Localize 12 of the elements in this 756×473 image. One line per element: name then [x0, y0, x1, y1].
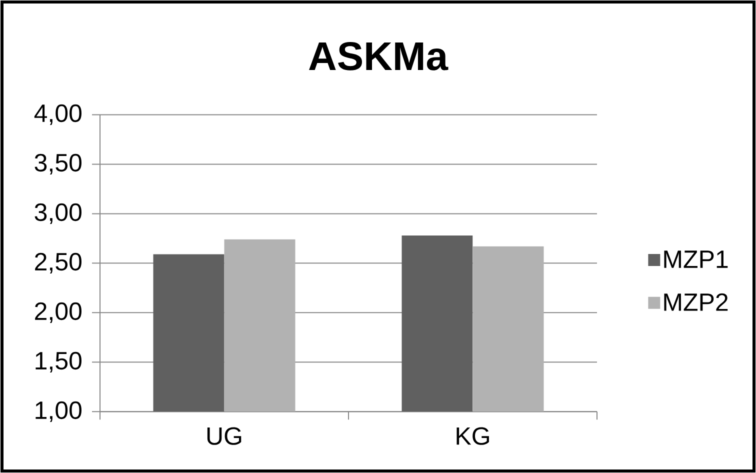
y-tick-label: 2,00: [35, 302, 82, 324]
x-tick-label: KG: [456, 427, 489, 445]
y-tick-label: 3,00: [34, 203, 82, 224]
y-tick-label: 4,00: [34, 104, 82, 126]
y-tick-label: 2,50: [35, 252, 82, 274]
legend-label: MZP2: [664, 293, 728, 311]
y-tick-label: 1,00: [36, 401, 82, 422]
x-tick-label: UG: [207, 427, 242, 445]
y-tick-label: 1,50: [36, 352, 82, 373]
y-tick-label: 3,50: [34, 154, 82, 175]
legend-label: MZP1: [664, 250, 728, 268]
chart-title: ASKMa: [309, 42, 448, 70]
